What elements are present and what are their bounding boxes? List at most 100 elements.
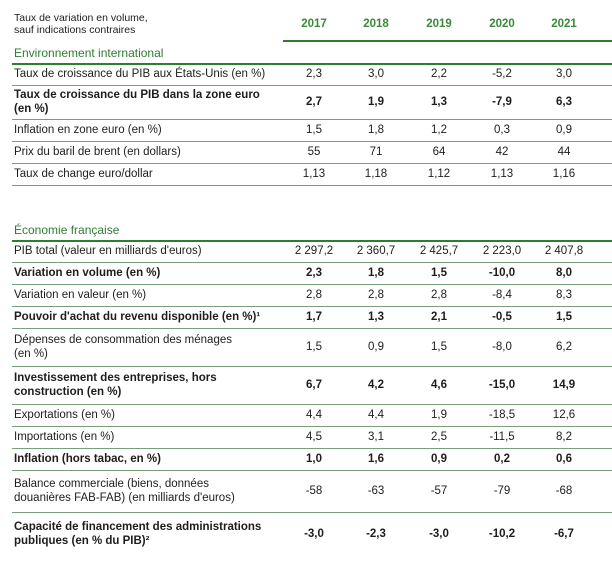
row-label-line: Capacité de financement des administrati… [14, 521, 262, 533]
cell-value-2020: 0,2 [494, 453, 510, 465]
cell-value-2020: -10,2 [488, 528, 516, 540]
table-row: Dépenses de consommation des ménages (en … [0, 328, 612, 366]
cell-value-2020: -0,5 [492, 311, 512, 323]
table-row: Inflation en zone euro (en %) 1,5 1,8 1,2 0,… [0, 119, 612, 141]
caption-line-2: sauf indications contraires [14, 24, 136, 36]
section-title-france: Économie française [14, 223, 120, 237]
cell-value-2017: 1,13 [302, 168, 326, 180]
cell-value-2018: 2,8 [368, 289, 384, 301]
row-label-line: (en %) [14, 348, 48, 360]
cell-value-2018: -2,3 [366, 528, 386, 540]
cell-value-2019: -3,0 [429, 528, 449, 540]
cell-value-2021: 8,2 [556, 431, 572, 443]
row-divider [12, 284, 612, 285]
cell-value-2020: -5,2 [492, 68, 512, 80]
section-divider-international [12, 63, 612, 65]
cell-value-2019: 2,8 [431, 289, 447, 301]
row-divider [12, 85, 612, 86]
row-divider [12, 448, 612, 449]
table-caption: Taux de variation en volume, sauf indica… [14, 12, 148, 36]
row-label-line: Variation en valeur (en %) [14, 289, 147, 301]
cell-value-2018: 2 360,7 [356, 245, 396, 257]
cell-value-2020: -15,0 [488, 379, 516, 391]
cell-value-2017: 1,5 [306, 341, 322, 353]
row-label: Dépenses de consommation des ménages (en … [14, 333, 284, 361]
row-divider [12, 141, 612, 142]
row-label: Taux de change euro/dollar [14, 167, 284, 181]
row-label-line: Importations (en %) [14, 431, 115, 443]
section-divider-france [12, 240, 612, 242]
cell-value-2021: 14,9 [552, 379, 576, 391]
cell-value-2019: 1,12 [427, 168, 451, 180]
row-divider [12, 306, 612, 307]
row-label: Prix du baril de brent (en dollars) [14, 145, 284, 159]
row-divider [12, 426, 612, 427]
cell-value-2017: 6,7 [306, 379, 322, 391]
row-label: Balance commerciale (biens, données douan… [14, 477, 284, 505]
table-row: Capacité de financement des administrati… [0, 512, 612, 556]
cell-value-2018: 1,18 [364, 168, 388, 180]
table-row: Investissement des entreprises, hors cons… [0, 366, 612, 404]
row-label-line: Prix du baril de brent (en dollars) [14, 146, 181, 158]
year-header-2018: 2018 [363, 18, 389, 30]
row-label: Exportations (en %) [14, 408, 284, 422]
cell-value-2020: -10,0 [488, 267, 516, 279]
year-header-2017: 2017 [301, 18, 327, 30]
table-row: Exportations (en %) 4,4 4,4 1,9 -18,5 12,6 [0, 404, 612, 426]
row-label: Capacité de financement des administrati… [14, 520, 284, 548]
row-divider [12, 185, 612, 186]
row-label: Investissement des entreprises, hors cons… [14, 371, 284, 399]
cell-value-2020: -8,4 [492, 289, 512, 301]
cell-value-2018: -63 [367, 485, 385, 497]
cell-value-2017: 2 297,2 [294, 245, 334, 257]
cell-value-2018: 4,2 [368, 379, 384, 391]
table-row: Inflation (hors tabac, en %) 1,0 1,6 0,9 0,2… [0, 448, 612, 470]
cell-value-2021: -6,7 [554, 528, 574, 540]
cell-value-2017: 1,0 [306, 453, 322, 465]
caption-line-1: Taux de variation en volume, [14, 12, 148, 24]
table-row: PIB total (valeur en milliards d'euros) 2… [0, 240, 612, 262]
row-divider [12, 404, 612, 405]
cell-value-2019: 2 425,7 [419, 245, 459, 257]
cell-value-2021: 1,5 [556, 311, 572, 323]
section-title-international: Environnement international [14, 46, 164, 60]
cell-value-2020: -8,0 [492, 341, 512, 353]
cell-value-2017: 1,5 [306, 124, 322, 136]
cell-value-2020: -7,9 [492, 96, 512, 108]
row-label-line: Taux de croissance du PIB aux États-Unis… [14, 68, 266, 80]
table-row: Variation en volume (en %) 2,3 1,8 1,5 -10,0… [0, 262, 612, 284]
row-label-line: Exportations (en %) [14, 409, 115, 421]
row-label: Pouvoir d'achat du revenu disponible (en… [14, 310, 284, 324]
cell-value-2021: 0,9 [556, 124, 572, 136]
cell-value-2017: 2,7 [306, 96, 322, 108]
cell-value-2021: 6,2 [556, 341, 572, 353]
row-label: Variation en volume (en %) [14, 266, 284, 280]
table-row: Variation en valeur (en %) 2,8 2,8 2,8 -8,4 8… [0, 284, 612, 306]
row-divider [12, 119, 612, 120]
row-label-line: Pouvoir d'achat du revenu disponible (en… [14, 311, 261, 323]
row-label: Inflation en zone euro (en %) [14, 123, 284, 137]
cell-value-2019: 1,5 [431, 341, 447, 353]
cell-value-2020: 2 223,0 [482, 245, 522, 257]
row-label-line: Balance commerciale (biens, données [14, 478, 209, 490]
table-header: Taux de variation en volume, sauf indica… [0, 0, 612, 40]
row-label-line: Taux de change euro/dollar [14, 168, 153, 180]
row-label: PIB total (valeur en milliards d'euros) [14, 244, 284, 258]
cell-value-2020: 42 [495, 146, 509, 158]
year-header-2020: 2020 [489, 18, 515, 30]
cell-value-2021: 44 [557, 146, 571, 158]
table-row: Taux de croissance du PIB aux États-Unis… [0, 63, 612, 85]
row-label-line: Dépenses de consommation des ménages [14, 334, 232, 346]
cell-value-2018: 0,9 [368, 341, 384, 353]
cell-value-2018: 3,0 [368, 68, 384, 80]
row-divider [12, 262, 612, 263]
cell-value-2019: -57 [430, 485, 448, 497]
cell-value-2021: 0,6 [556, 453, 572, 465]
row-label: Importations (en %) [14, 430, 284, 444]
cell-value-2017: 1,7 [306, 311, 322, 323]
row-label-line: Variation en volume (en %) [14, 267, 161, 279]
row-label-line: douanières FAB-FAB) (en milliards d'euro… [14, 492, 235, 504]
year-header-2019: 2019 [426, 18, 452, 30]
cell-value-2021: 12,6 [552, 409, 576, 421]
table-row: Balance commerciale (biens, données douan… [0, 470, 612, 512]
